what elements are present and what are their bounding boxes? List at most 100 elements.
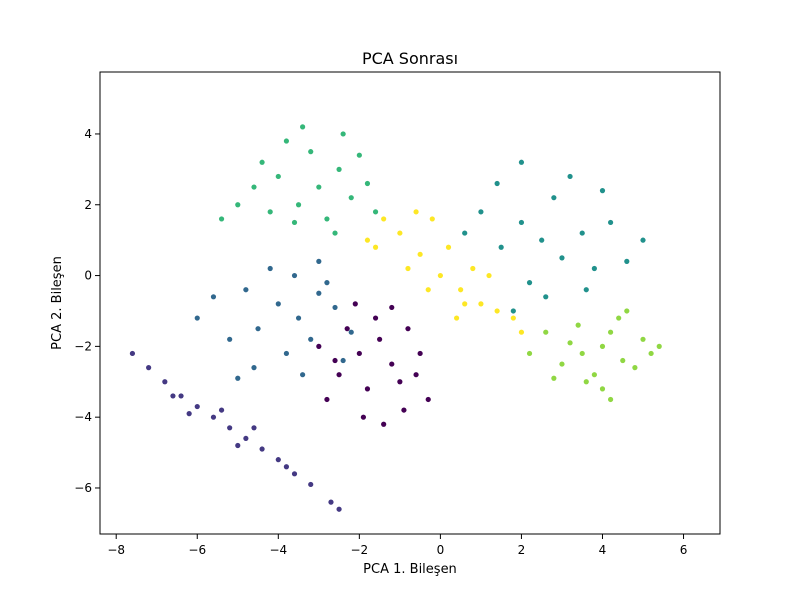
scatter-point [389, 361, 395, 367]
scatter-point [243, 287, 249, 293]
scatter-point [656, 343, 662, 349]
scatter-point [259, 159, 265, 165]
scatter-point [251, 184, 257, 190]
scatter-point [178, 393, 184, 399]
scatter-point [162, 379, 168, 385]
scatter-point [308, 149, 314, 155]
scatter-point [356, 350, 362, 357]
scatter-point [235, 375, 241, 381]
scatter-point [599, 343, 606, 349]
scatter-point [478, 301, 484, 307]
scatter-point [364, 237, 371, 243]
scatter-point [218, 407, 225, 413]
scatter-point [405, 326, 411, 332]
scatter-point [308, 481, 314, 488]
scatter-point [599, 386, 606, 392]
scatter-point [275, 173, 281, 180]
scatter-point [624, 308, 630, 314]
scatter-point [510, 315, 516, 321]
scatter-point [227, 425, 233, 431]
x-tick-label: −8 [107, 543, 125, 557]
scatter-point [210, 294, 217, 300]
scatter-point [640, 237, 646, 243]
scatter-point [405, 265, 411, 272]
y-tick-label: 0 [84, 269, 92, 283]
scatter-point [397, 379, 403, 385]
scatter-point [607, 396, 614, 403]
scatter-point [308, 336, 314, 342]
scatter-point [413, 209, 419, 215]
scatter-point [607, 329, 614, 335]
scatter-point [283, 350, 290, 357]
scatter-point [336, 506, 342, 512]
scatter-point [462, 230, 468, 236]
scatter-point [243, 435, 249, 442]
scatter-point [348, 195, 354, 201]
scatter-point [295, 202, 302, 208]
scatter-point [336, 372, 342, 378]
scatter-point [340, 131, 346, 137]
scatter-point [526, 280, 533, 286]
scatter-point [494, 180, 500, 187]
scatter-point [607, 219, 614, 226]
scatter-point [494, 308, 500, 314]
scatter-point [275, 457, 281, 463]
scatter-point [251, 365, 257, 371]
scatter-point [332, 304, 338, 311]
scatter-point [352, 301, 358, 307]
scatter-point [146, 365, 152, 371]
scatter-point [462, 301, 468, 307]
scatter-point [300, 124, 306, 130]
scatter-point [291, 219, 298, 226]
scatter-point [551, 375, 557, 381]
x-tick-label: −2 [350, 543, 368, 557]
scatter-point [417, 350, 423, 357]
y-tick-label: −6 [74, 481, 92, 495]
scatter-point [620, 357, 626, 364]
scatter-point [291, 471, 298, 477]
y-tick-label: −4 [74, 410, 92, 424]
scatter-point [194, 315, 200, 321]
x-axis-label: PCA 1. Bileşen [363, 562, 457, 577]
scatter-point [389, 304, 395, 311]
scatter-point [210, 414, 217, 420]
scatter-point [640, 336, 646, 342]
scatter-point [518, 159, 525, 165]
scatter-point [324, 280, 330, 286]
scatter-point [332, 230, 338, 236]
scatter-point [251, 425, 257, 431]
scatter-point [328, 499, 334, 505]
scatter-point [583, 287, 589, 293]
scatter-point [332, 357, 338, 364]
scatter-point [575, 322, 581, 328]
scatter-point [543, 329, 549, 335]
scatter-point [227, 336, 233, 342]
scatter-point [364, 386, 371, 392]
y-tick-label: 2 [84, 198, 92, 212]
scatter-point [470, 265, 476, 272]
scatter-point [267, 265, 273, 272]
x-tick-label: 6 [680, 543, 688, 557]
scatter-point [344, 326, 350, 332]
scatter-point [316, 258, 322, 264]
scatter-points [129, 124, 662, 512]
scatter-point [510, 308, 516, 314]
scatter-point [559, 361, 565, 367]
scatter-point [478, 209, 484, 215]
scatter-point [218, 216, 225, 222]
scatter-point [551, 195, 557, 201]
scatter-point [275, 301, 281, 307]
scatter-point [518, 329, 525, 335]
x-axis: −8 −6 −4 −2 0 2 4 6 [107, 534, 687, 557]
scatter-point [518, 219, 525, 226]
scatter-point [235, 202, 241, 208]
scatter-point [259, 446, 265, 452]
x-tick-label: 0 [437, 543, 445, 557]
y-axis: −6 −4 −2 0 2 4 [74, 127, 100, 495]
scatter-point [348, 329, 354, 335]
scatter-point [526, 350, 533, 357]
scatter-point [567, 173, 573, 180]
scatter-point [324, 216, 330, 222]
